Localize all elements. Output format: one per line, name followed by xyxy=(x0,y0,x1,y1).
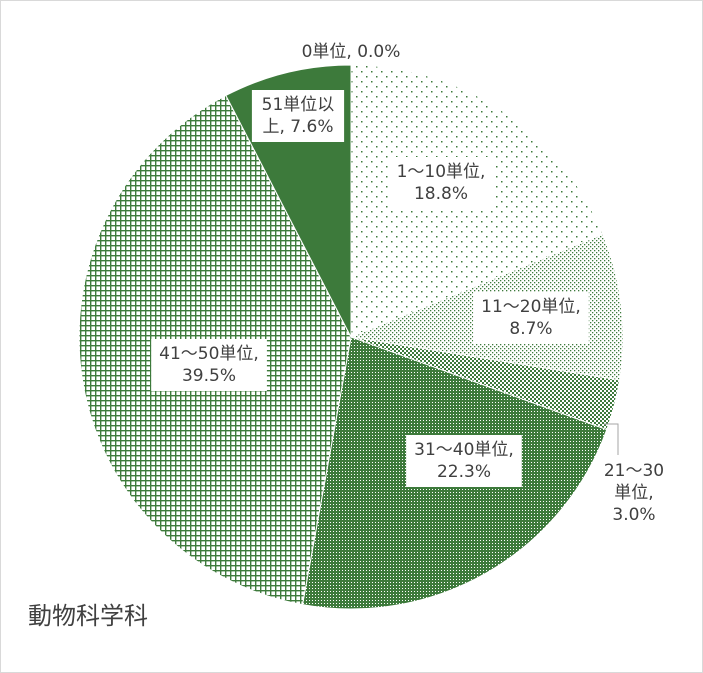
label-background xyxy=(151,339,267,391)
label-background xyxy=(251,90,345,142)
slice-label-text: 51単位以 xyxy=(262,95,335,115)
slice-label-text: 18.8% xyxy=(414,184,468,204)
slice-label-3: 11～20単位,8.7% xyxy=(473,292,589,344)
label-background xyxy=(388,157,494,209)
leader-line xyxy=(604,423,619,455)
slice-label-text: 8.7% xyxy=(509,319,552,339)
slice-label-text: 上, 7.6% xyxy=(263,117,334,137)
chart-title: 動物科学科 xyxy=(28,602,148,630)
slice-label-2: 1～10単位,18.8% xyxy=(388,157,494,209)
slice-label-text: 41～50単位, xyxy=(159,344,259,364)
slice-label-text: 単位, xyxy=(614,483,653,503)
slice-label-text: 11～20単位, xyxy=(481,297,581,317)
slice-label-text: 3.0% xyxy=(612,505,655,525)
label-background xyxy=(406,435,522,487)
slice-label-text: 39.5% xyxy=(182,366,236,386)
slice-label-text: 21～30 xyxy=(604,461,664,481)
slice-label-6: 41～50単位,39.5% xyxy=(151,339,267,391)
slice-label-5: 31～40単位,22.3% xyxy=(406,435,522,487)
label-background xyxy=(473,292,589,344)
pie-labels: 0単位, 0.0% 1～10単位,18.8% 11～20単位,8.7% 21～30単位… xyxy=(151,42,664,525)
slice-label-text: 31～40単位, xyxy=(414,440,514,460)
slice-label-text: 22.3% xyxy=(437,462,491,482)
slice-label-1: 0単位, 0.0% xyxy=(302,42,401,62)
slice-label-text: 0単位, 0.0% xyxy=(302,42,401,62)
slice-label-text: 1～10単位, xyxy=(397,162,486,182)
